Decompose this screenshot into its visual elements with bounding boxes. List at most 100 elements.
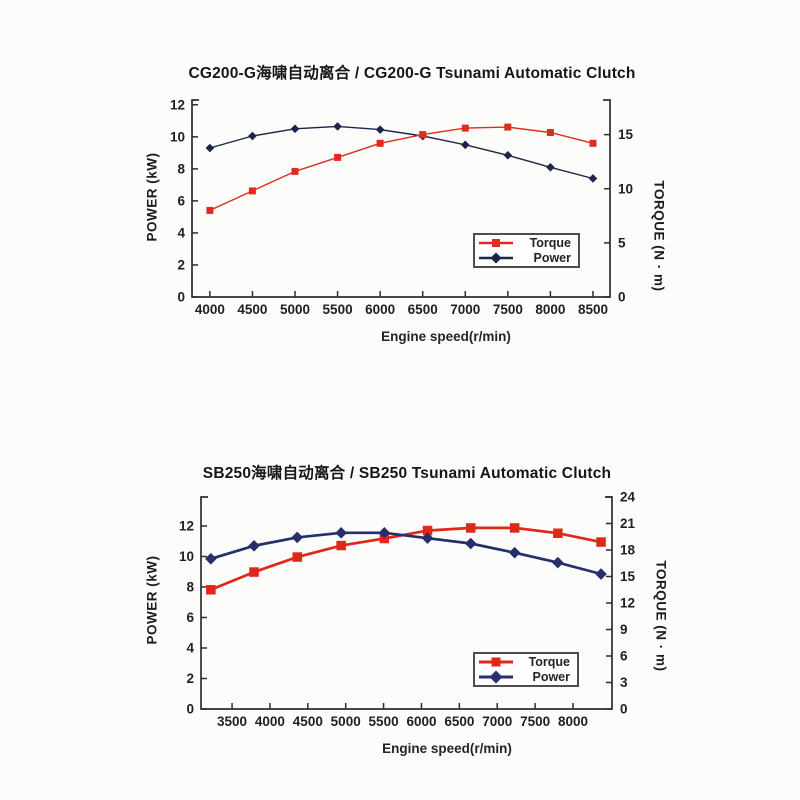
chart-sb250: SB250海啸自动离合 / SB250 Tsunami Automatic Cl… — [0, 400, 800, 800]
data-point-power — [595, 568, 607, 580]
power-marker-icon — [479, 252, 513, 264]
data-point-torque — [466, 523, 476, 533]
left-tick-label: 2 — [177, 257, 185, 272]
legend-item-power: Power — [475, 251, 578, 266]
chart-title: SB250海啸自动离合 / SB250 Tsunami Automatic Cl… — [202, 465, 612, 482]
data-point-torque — [292, 552, 302, 562]
data-point-torque — [422, 525, 433, 536]
legend-label-power: Power — [532, 669, 570, 684]
data-point-power — [588, 174, 598, 183]
data-point-torque — [461, 124, 469, 132]
data-point-power — [546, 162, 555, 172]
plot-area-cg200g: 0 2 4 6 8 10 12 0 5 10 15 4000 4500 5000 5500 6000 6500 7… — [170, 97, 634, 317]
x-tick-label: 5000 — [280, 302, 310, 317]
data-point-torque — [248, 187, 256, 195]
x-tick-label: 8000 — [558, 714, 588, 729]
left-tick-label: 0 — [177, 290, 185, 305]
data-point-power — [248, 540, 260, 552]
data-point-torque — [206, 585, 216, 595]
data-point-power — [290, 124, 300, 134]
right-tick-label: 21 — [620, 516, 636, 531]
x-tick-label: 4500 — [237, 302, 267, 317]
x-tick-label: 6500 — [444, 714, 474, 729]
x-tick-label: 5000 — [331, 714, 361, 729]
x-tick-label: 7500 — [493, 302, 523, 317]
data-point-power — [205, 552, 217, 565]
x-axis-label: Engine speed(r/min) — [382, 741, 512, 756]
x-tick-label: 5500 — [323, 302, 353, 317]
right-tick-label: 5 — [618, 235, 626, 250]
x-tick-label: 7000 — [482, 714, 512, 729]
legend: Torque Power — [473, 652, 579, 687]
x-axis-label: Engine speed(r/min) — [381, 329, 511, 344]
left-tick-label: 6 — [177, 193, 185, 208]
series-torque-line — [209, 126, 594, 212]
right-tick-label: 3 — [620, 675, 628, 690]
data-point-power — [205, 143, 215, 153]
legend-item-torque: Torque — [475, 655, 577, 670]
data-point-torque — [546, 129, 554, 136]
data-point-power — [375, 125, 385, 134]
data-point-torque — [596, 537, 606, 547]
left-tick-label: 0 — [186, 702, 194, 717]
data-point-torque — [334, 153, 342, 161]
data-point-torque — [419, 131, 427, 139]
x-tick-label: 4000 — [195, 302, 225, 317]
left-tick-label: 4 — [186, 640, 194, 655]
legend-item-power: Power — [475, 670, 577, 685]
series-power-line — [210, 531, 602, 576]
legend-item-torque: Torque — [475, 236, 578, 251]
left-tick-label: 10 — [179, 549, 194, 564]
torque-marker-icon — [479, 657, 513, 667]
x-tick-label: 6000 — [406, 714, 436, 729]
x-tick-label: 8000 — [535, 302, 565, 317]
x-tick-label: 4500 — [293, 714, 323, 729]
legend: Torque Power — [473, 233, 580, 268]
data-point-power — [460, 140, 470, 150]
data-point-power — [378, 527, 391, 539]
left-tick-label: 6 — [186, 610, 194, 625]
data-point-torque — [509, 523, 520, 533]
data-point-torque — [291, 167, 299, 175]
x-tick-label: 4000 — [255, 714, 285, 729]
data-point-power — [335, 527, 347, 539]
left-tick-label: 8 — [177, 161, 185, 176]
right-tick-label: 9 — [620, 622, 628, 637]
right-tick-label: 12 — [620, 596, 635, 611]
data-point-torque — [249, 567, 259, 577]
chart-title: CG200-G海啸自动离合 / CG200-G Tsunami Automati… — [188, 65, 636, 82]
x-tick-label: 8500 — [578, 302, 608, 317]
right-tick-label: 18 — [620, 543, 636, 558]
left-tick-label: 2 — [186, 671, 194, 686]
axes — [191, 99, 611, 298]
torque-marker-icon — [479, 239, 513, 248]
power-marker-icon — [479, 670, 513, 684]
data-point-torque — [553, 528, 563, 538]
right-tick-label: 0 — [620, 702, 628, 717]
x-tick-label: 3500 — [217, 714, 247, 729]
left-tick-label: 12 — [179, 518, 194, 533]
data-point-torque — [336, 540, 346, 551]
right-tick-label: 10 — [618, 181, 633, 196]
data-point-power — [503, 150, 513, 160]
data-point-torque — [376, 139, 384, 147]
data-point-torque — [206, 206, 214, 214]
right-tick-label: 15 — [618, 127, 634, 142]
series-power-line — [209, 125, 594, 180]
data-point-power — [421, 532, 434, 544]
data-point-torque — [504, 123, 512, 131]
legend-label-power: Power — [533, 250, 571, 265]
data-point-power — [464, 537, 477, 550]
right-tick-label: 24 — [620, 490, 636, 505]
left-tick-label: 12 — [170, 97, 185, 112]
left-tick-label: 8 — [186, 579, 194, 594]
data-point-power — [291, 531, 304, 544]
x-tick-label: 7500 — [520, 714, 550, 729]
right-tick-label: 0 — [618, 290, 626, 305]
legend-label-torque: Torque — [529, 236, 571, 251]
data-point-power — [552, 556, 564, 569]
x-tick-label: 6000 — [365, 302, 395, 317]
data-point-power — [508, 546, 521, 559]
chart-cg200g: CG200-G海啸自动离合 / CG200-G Tsunami Automati… — [145, 65, 667, 344]
data-point-power — [333, 122, 342, 131]
